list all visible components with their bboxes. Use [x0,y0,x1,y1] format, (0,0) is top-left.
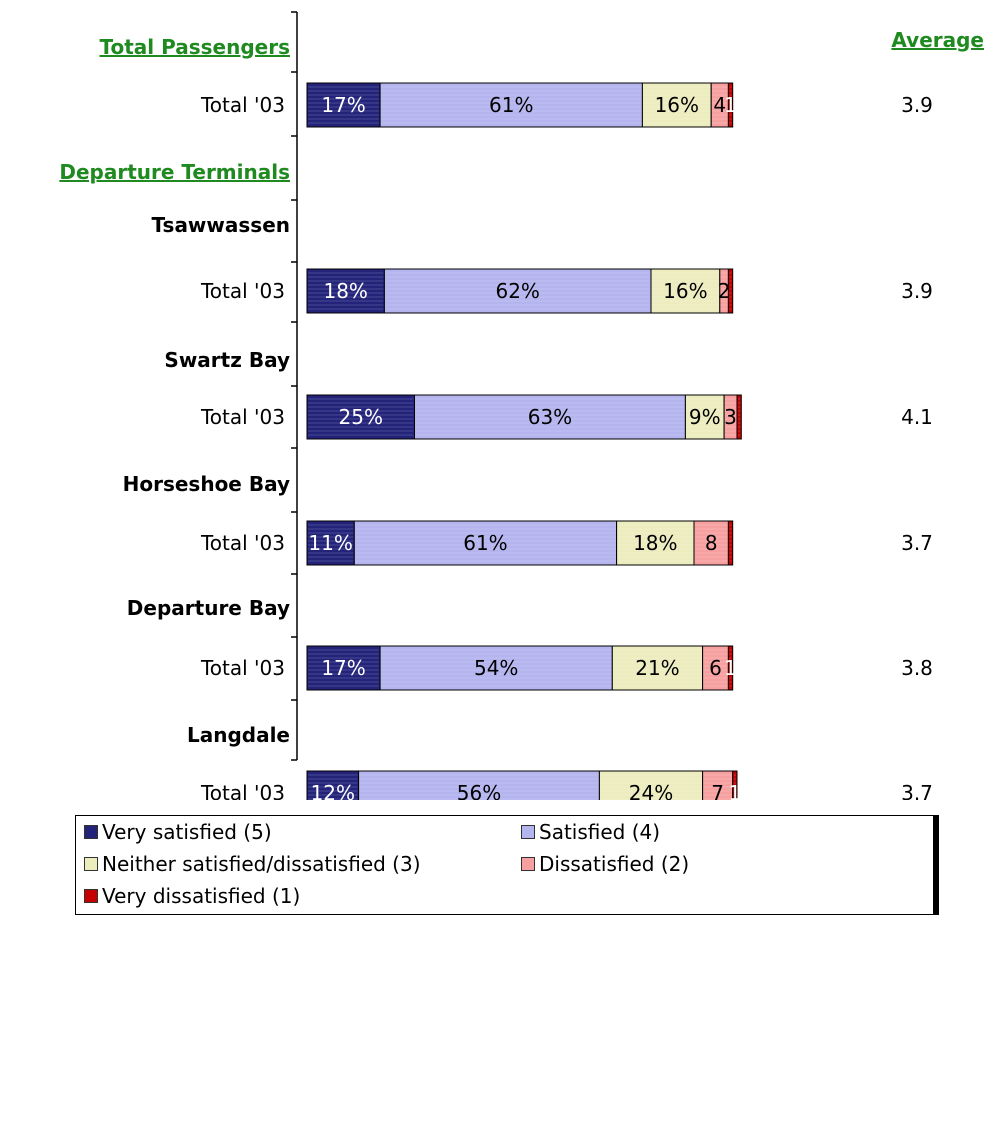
data-label: 56% [457,781,501,800]
bar-segment [693,520,729,566]
bar-segment [736,394,742,440]
row-label: Total '03 [200,405,285,429]
data-label: 1 [728,781,741,800]
bar-segment [306,520,355,566]
data-label: 25% [339,405,383,429]
data-label: 17% [321,656,365,680]
bar-segment [379,82,643,128]
data-label: 62% [495,279,539,303]
average-column-header: Average [891,28,984,52]
bar-segment [598,770,704,800]
average-value: 3.7 [901,531,933,555]
legend-label: Very satisfied (5) [102,820,272,844]
bar-segment [727,520,734,566]
data-label: 6 [709,656,722,680]
terminal-group-label: Horseshoe Bay [123,472,290,496]
bar-segment [727,82,734,128]
legend-label: Dissatisfied (2) [539,852,690,876]
legend-label: Neither satisfied/dissatisfied (3) [102,852,421,876]
bar-segment [684,394,725,440]
row-label: Total '03 [200,781,285,800]
bar-segment [306,645,381,691]
bar-segment [641,82,712,128]
data-label: 16% [663,279,707,303]
data-label: 63% [528,405,572,429]
data-label: 11% [308,531,352,555]
data-label: 24% [629,781,673,800]
bar-segment [306,394,415,440]
bar-segment [353,520,618,566]
chart-legend: Very satisfied (5) Satisfied (4) Neither s… [75,815,934,915]
data-label: 21% [635,656,679,680]
bar-segment [732,770,738,800]
bar-segment [306,770,360,800]
legend-item: Very dissatisfied (1) [84,884,300,908]
bar-segment [383,268,652,314]
data-label: 18% [633,531,677,555]
legend-item: Dissatisfied (2) [521,852,689,876]
legend-swatch [84,825,98,839]
row-label: Total '03 [200,531,285,555]
row-label: Total '03 [200,93,285,117]
data-label: 9% [689,405,721,429]
bar-segment [727,645,734,691]
average-value: 3.7 [901,781,933,800]
data-label: 2 [718,279,731,303]
legend-label: Very dissatisfied (1) [102,884,301,908]
legend-label: Satisfied (4) [539,820,661,844]
legend-item: Very satisfied (5) [84,820,272,844]
bar-segment [414,394,686,440]
bar-segment [306,268,385,314]
data-label: 1 [724,656,737,680]
data-label: 16% [655,93,699,117]
bar-segment [358,770,600,800]
data-label: 12% [311,781,355,800]
data-label: 4 [713,93,726,117]
bar-segment [702,645,729,691]
terminal-group-label: Departure Bay [127,596,290,620]
row-label: Total '03 [200,279,285,303]
stacked-bar-chart: Total Passengers Departure Terminals Avera… [59,11,984,800]
legend-swatch [84,889,98,903]
data-label: 61% [489,93,533,117]
legend-swatch [84,857,98,871]
legend-swatch [521,825,535,839]
terminal-group-label: Tsawwassen [152,213,290,237]
data-label: 18% [323,279,367,303]
data-label: 61% [463,531,507,555]
data-label: 3 [724,405,737,429]
row-label: Total '03 [200,656,285,680]
section-header-total: Total Passengers [100,35,290,59]
average-value: 3.9 [901,93,933,117]
bar-segment [379,645,613,691]
section-header-terminals: Departure Terminals [59,160,290,184]
average-value: 4.1 [901,405,933,429]
bar-segment [727,268,734,314]
average-value: 3.8 [901,656,933,680]
data-label: 7 [711,781,724,800]
average-value: 3.9 [901,279,933,303]
data-label: 17% [321,93,365,117]
bar-segment [702,770,734,800]
data-label: 1 [724,93,737,117]
legend-item: Satisfied (4) [521,820,660,844]
legend-item: Neither satisfied/dissatisfied (3) [84,852,421,876]
legend-swatch [521,857,535,871]
bar-segment [650,268,721,314]
data-label: 8 [705,531,718,555]
terminal-group-label: Swartz Bay [164,348,290,372]
bar-segment [611,645,704,691]
data-label: 54% [474,656,518,680]
terminal-group-label: Langdale [187,723,290,747]
